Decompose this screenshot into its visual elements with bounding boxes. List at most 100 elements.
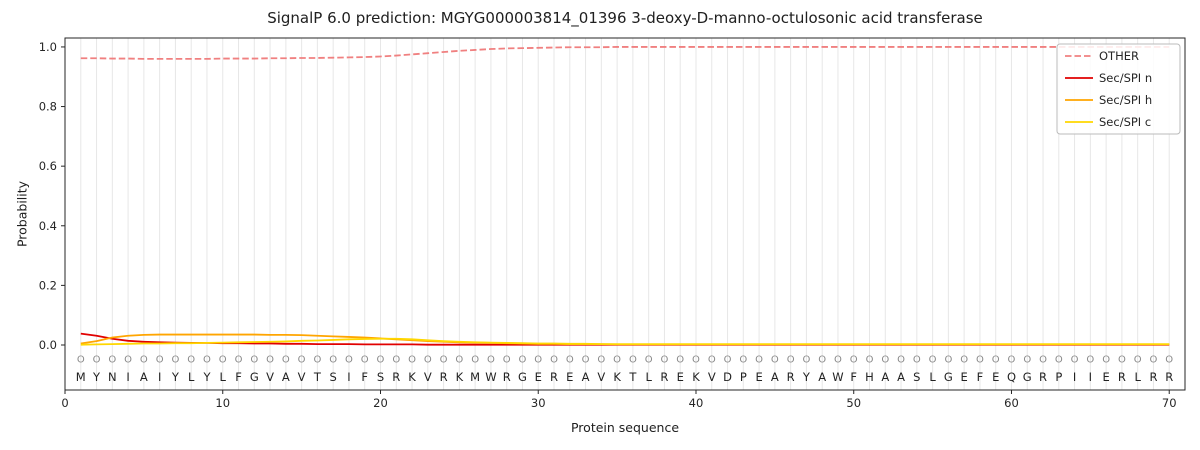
residue-label: O <box>929 355 937 366</box>
sequence-letter: V <box>266 370 274 384</box>
legend: OTHER Sec/SPI n Sec/SPI h Sec/SPI c <box>1056 43 1181 135</box>
residue-label: O <box>629 355 637 366</box>
residue-label: O <box>881 355 889 366</box>
plot-frame <box>64 37 1186 391</box>
gridlines <box>80 38 1170 390</box>
residue-label: O <box>613 355 621 366</box>
legend-label: Sec/SPI n <box>1099 71 1152 85</box>
sequence-letter: A <box>282 370 290 384</box>
residue-label: O <box>913 355 921 366</box>
sequence-letter: F <box>977 370 984 384</box>
residue-label: O <box>818 355 826 366</box>
sequence-letter: R <box>787 370 795 384</box>
y-tick-label: 0.6 <box>39 159 57 173</box>
y-tick-label: 1.0 <box>39 40 57 54</box>
residue-label: O <box>219 355 227 366</box>
sequence-letter: A <box>582 370 590 384</box>
sequence-letter: I <box>1089 370 1092 384</box>
residue-label: O <box>250 355 258 366</box>
sequence-letter: P <box>1055 370 1062 384</box>
residue-label: O <box>171 355 179 366</box>
residue-label: O <box>960 355 968 366</box>
x-tick-label: 10 <box>215 396 230 410</box>
sequence-letter: M <box>76 370 86 384</box>
sequence-letter: E <box>566 370 573 384</box>
residue-label: O <box>645 355 653 366</box>
sequence-letter: I <box>347 370 350 384</box>
residue-label: O <box>1134 355 1142 366</box>
sequence-letter: F <box>850 370 857 384</box>
residue-label: O <box>1118 355 1126 366</box>
sequence-letter: V <box>708 370 716 384</box>
x-tick-label: 30 <box>531 396 546 410</box>
sequence-letter: A <box>140 370 148 384</box>
residue-label: O <box>1102 355 1110 366</box>
series-line-other <box>80 46 1170 60</box>
legend-label: Sec/SPI c <box>1099 115 1151 129</box>
residue-label: O <box>377 355 385 366</box>
sequence-letter: E <box>961 370 968 384</box>
residue-label: O <box>1055 355 1063 366</box>
y-axis-ticks: 0.0 0.2 0.4 0.6 0.8 1.0 <box>39 40 65 352</box>
residue-label: O <box>235 355 243 366</box>
sequence-letter: I <box>1073 370 1076 384</box>
residue-label: O <box>582 355 590 366</box>
sequence-letter: A <box>897 370 905 384</box>
residue-label: O <box>187 355 195 366</box>
residue-label: O <box>866 355 874 366</box>
residue-label: O <box>850 355 858 366</box>
sequence-letter: A <box>818 370 826 384</box>
residue-label: O <box>597 355 605 366</box>
sequence-letter: P <box>740 370 747 384</box>
sequence-letter: F <box>361 370 368 384</box>
y-tick-label: 0.0 <box>39 338 57 352</box>
y-tick-label: 0.2 <box>39 278 57 292</box>
sequence-letter: R <box>1149 370 1157 384</box>
sequence-letter: L <box>929 370 936 384</box>
sequence-letter: S <box>913 370 920 384</box>
residue-label: O <box>676 355 684 366</box>
residue-label: O <box>408 355 416 366</box>
sequence-letter: T <box>313 370 322 384</box>
residue-label: O <box>1071 355 1079 366</box>
residue-label: O <box>440 355 448 366</box>
residue-label: O <box>897 355 905 366</box>
sequence-letter: E <box>677 370 684 384</box>
residue-label: O <box>487 355 495 366</box>
sequence-letter: K <box>456 370 464 384</box>
sequence-letter: S <box>330 370 337 384</box>
sequence-letter: L <box>1134 370 1141 384</box>
residue-label: O <box>534 355 542 366</box>
x-tick-label: 70 <box>1162 396 1177 410</box>
sequence-letter: K <box>408 370 416 384</box>
residue-label: O <box>802 355 810 366</box>
residue-label: O <box>566 355 574 366</box>
sequence-letter: L <box>220 370 227 384</box>
sequence-letter: E <box>535 370 542 384</box>
sequence-letter: G <box>518 370 527 384</box>
sequence-letter: E <box>1102 370 1109 384</box>
residue-label: O <box>992 355 1000 366</box>
sequence-letter: R <box>660 370 668 384</box>
legend-label: OTHER <box>1099 49 1139 63</box>
sequence-letter: G <box>944 370 953 384</box>
sequence-letter: V <box>298 370 306 384</box>
residue-label: O <box>203 355 211 366</box>
sequence-letter: V <box>597 370 605 384</box>
x-tick-label: 60 <box>1004 396 1019 410</box>
x-tick-label: 40 <box>689 396 704 410</box>
residue-label: O <box>298 355 306 366</box>
series-line-sec-spi-c <box>80 337 1170 346</box>
sequence-letter: H <box>865 370 874 384</box>
residue-label: O <box>1039 355 1047 366</box>
sequence-letter: R <box>1165 370 1173 384</box>
residue-label: O <box>834 355 842 366</box>
x-tick-label: 20 <box>373 396 388 410</box>
sequence-letter: F <box>235 370 242 384</box>
x-tick-label: 50 <box>846 396 861 410</box>
sequence-letter: Y <box>802 370 811 384</box>
sequence-letter: R <box>392 370 400 384</box>
